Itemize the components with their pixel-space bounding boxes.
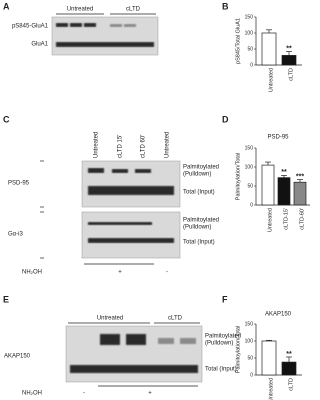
y-tick-label: 100 [245, 30, 254, 36]
bar [261, 32, 277, 66]
band [56, 23, 68, 27]
treatment-mark: + [148, 391, 152, 397]
band [88, 186, 174, 195]
band [126, 334, 146, 345]
y-tick-label: 150 [245, 14, 254, 20]
figure: A Untreated cLTD pS845-GluA1 GluA1 C Unt… [3, 1, 310, 400]
y-tick-label: 50 [247, 46, 253, 52]
y-tick-label: 50 [247, 183, 253, 189]
y-tick-label: 50 [247, 355, 253, 361]
y-tick-label: 150 [245, 321, 254, 327]
significance: ** [281, 169, 287, 176]
panel-letter: B [222, 1, 229, 11]
panel-letter: E [3, 294, 9, 304]
row-label: AKAP150 [4, 354, 31, 360]
x-tick-label: Untreated [268, 68, 274, 92]
panel-letter: D [222, 114, 229, 124]
x-tick-label: Untreated [267, 208, 273, 232]
y-axis-label: Palmitoylation/Total [235, 326, 241, 373]
band [88, 238, 174, 243]
bar [293, 181, 307, 206]
band [158, 338, 174, 344]
column-label: Untreated [67, 7, 93, 13]
y-axis-label: Palmitoylation/Total [235, 153, 241, 200]
x-tick-label: cLTD [288, 68, 294, 81]
y-tick-label: 100 [245, 338, 254, 344]
band [180, 338, 196, 344]
band [56, 42, 154, 47]
band [135, 169, 151, 173]
band [112, 169, 128, 173]
band-label: (Pulldown) [183, 225, 211, 231]
x-tick-label: cLTD-60' [299, 208, 305, 230]
y-axis-label: pS845/Total GluA1 [235, 18, 241, 64]
y-tick-label: 0 [250, 372, 253, 378]
chart-title: AKAP150 [265, 312, 292, 318]
band [70, 23, 82, 27]
band [84, 23, 96, 27]
band [100, 334, 120, 345]
blot [51, 16, 159, 56]
band-label: Palmitoylated [205, 334, 241, 340]
treatment-label: NH₂OH [22, 270, 42, 276]
column-label: cLTD [126, 7, 141, 13]
band-label: Total (Input) [183, 240, 215, 246]
treatment-label: NH₂OH [22, 391, 42, 397]
band [124, 24, 136, 27]
row-label: GluA1 [31, 42, 48, 48]
band [88, 168, 104, 173]
blot [81, 211, 181, 259]
row-label: Gα-i3 [8, 232, 23, 238]
column-label: Untreated [97, 316, 123, 322]
x-tick-label: Untreated [268, 378, 274, 400]
column-label: cLTD [168, 316, 183, 322]
x-tick-label: cLTD [288, 378, 294, 391]
y-tick-label: 150 [245, 145, 254, 151]
significance: ** [286, 351, 292, 358]
treatment-mark: - [83, 391, 85, 397]
band-label: Total (Input) [183, 190, 215, 196]
bar [277, 177, 291, 206]
y-tick-label: 100 [245, 164, 254, 170]
treatment-mark: + [118, 270, 122, 276]
significance: ** [286, 45, 292, 52]
chart-title: PSD-95 [267, 135, 289, 141]
band-label: (Pulldown) [183, 172, 211, 178]
panel-letter: F [222, 294, 228, 304]
panel-letter: A [3, 1, 10, 11]
y-tick-label: 0 [250, 202, 253, 208]
band-label: Palmitoylated [183, 165, 219, 171]
band-label: (Pulldown) [205, 341, 233, 347]
band [110, 24, 122, 27]
bar [261, 340, 277, 376]
band-label: Palmitoylated [183, 218, 219, 224]
lane-label: Untreated [165, 132, 171, 158]
lane-label: cLTD 15' [118, 135, 124, 158]
band [70, 365, 198, 373]
band [88, 222, 152, 225]
y-tick-label: 0 [250, 62, 253, 68]
treatment-mark: - [166, 270, 168, 276]
row-label: pS845-GluA1 [12, 24, 49, 30]
x-tick-label: cLTD-15' [283, 208, 289, 230]
blot [81, 160, 181, 208]
panel-letter: C [3, 114, 10, 124]
bar [281, 361, 297, 376]
band-label: Total (Input) [205, 367, 237, 373]
row-label: PSD-95 [8, 181, 30, 187]
significance: *** [296, 173, 304, 180]
lane-label: Untreated [94, 132, 100, 158]
lane-label: cLTD 60' [141, 135, 147, 158]
bar [261, 164, 275, 206]
bar [281, 55, 297, 66]
